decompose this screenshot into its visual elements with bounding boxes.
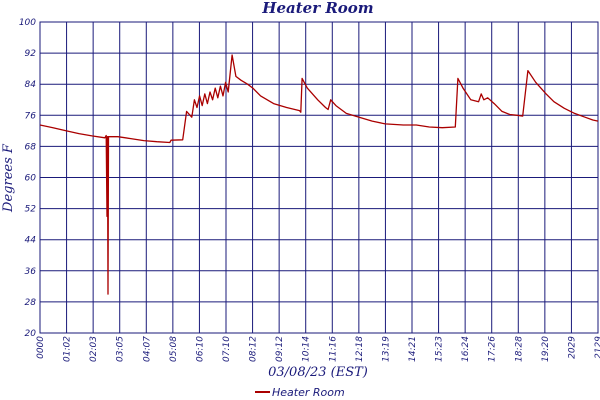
series-line-heater-room: [39, 54, 599, 295]
x-tick-label: 15:23: [435, 336, 445, 362]
y-tick-label: 60: [25, 174, 37, 184]
x-tick-label: 13:19: [381, 336, 391, 362]
x-axis-ticks: 0000 01:02 02:03 03:05 04:07 05:08 06:10 07:10 0…: [36, 336, 600, 362]
x-tick-label: 08:12: [249, 336, 259, 362]
y-tick-label: 68: [25, 142, 37, 152]
x-tick-label: 11:16: [328, 336, 338, 362]
x-tick-label: 2129: [594, 336, 600, 359]
x-tick-label: 12:18: [355, 336, 365, 362]
y-tick-label: 28: [25, 298, 37, 308]
x-tick-label: 07:10: [222, 336, 232, 362]
y-tick-label: 36: [25, 267, 37, 277]
y-tick-label: 92: [25, 49, 37, 59]
x-tick-label: 16:24: [461, 336, 471, 362]
y-tick-label: 44: [25, 236, 37, 246]
y-tick-label: 100: [19, 18, 36, 28]
y-tick-label: 76: [25, 111, 37, 121]
x-axis-label: 03/08/23 (EST): [268, 365, 368, 380]
y-tick-label: 20: [25, 329, 37, 339]
x-tick-label: 17:26: [488, 336, 498, 362]
x-tick-label: 0000: [36, 336, 46, 359]
y-tick-label: 52: [25, 205, 37, 215]
legend-label: Heater Room: [272, 386, 345, 399]
x-tick-label: 2029: [567, 336, 577, 359]
y-axis-ticks: 100 92 84 76 68 60 52 44 36 28 20: [19, 18, 36, 339]
x-tick-label: 19:20: [541, 336, 551, 362]
x-tick-label: 02:03: [89, 336, 99, 362]
x-tick-label: 10:14: [302, 336, 312, 362]
x-tick-label: 06:10: [195, 336, 205, 362]
x-tick-label: 14:21: [408, 336, 418, 362]
chart-grid: [39, 21, 599, 334]
x-tick-label: 05:08: [169, 336, 179, 362]
y-tick-label: 84: [25, 80, 37, 90]
x-tick-label: 09:12: [275, 336, 285, 362]
x-tick-label: 04:07: [142, 336, 152, 362]
x-tick-label: 01:02: [63, 336, 73, 362]
y-axis-label: Degrees F: [1, 143, 16, 213]
x-tick-label: 03:05: [116, 336, 126, 362]
chart-title: Heater Room: [261, 0, 373, 17]
plot-series: [39, 54, 599, 295]
x-tick-label: 18:28: [514, 336, 524, 362]
legend: Heater Room: [255, 386, 345, 399]
